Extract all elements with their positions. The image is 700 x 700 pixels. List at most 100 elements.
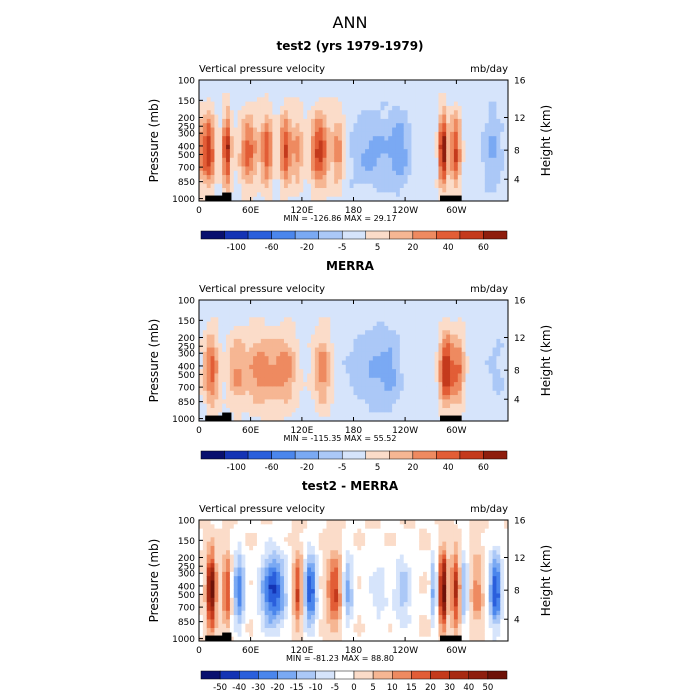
field-cell: [291, 110, 296, 115]
field-cell: [434, 157, 439, 163]
field-cell: [380, 330, 385, 335]
field-cell: [322, 300, 327, 305]
field-cell: [430, 330, 436, 335]
field-cell: [469, 338, 474, 344]
field-cell: [392, 114, 397, 120]
field-cell: [280, 97, 285, 103]
field-cell: [226, 105, 231, 111]
field-cell: [411, 334, 416, 340]
field-cell: [229, 628, 235, 633]
field-cell: [357, 382, 362, 387]
field-cell: [229, 541, 235, 547]
field-cell: [376, 170, 381, 176]
field-cell: [222, 343, 227, 348]
field-cell: [450, 170, 455, 176]
field-cell: [488, 114, 493, 120]
field-cell: [430, 347, 436, 353]
field-cell: [268, 110, 273, 115]
field-cell: [202, 304, 208, 310]
field-cell: [453, 84, 459, 90]
field-cell: [226, 541, 231, 547]
field-cell: [322, 123, 327, 128]
field-cell: [365, 300, 370, 305]
field-cell: [353, 360, 358, 366]
field-cell: [457, 144, 463, 150]
field-cell: [206, 382, 211, 387]
y-tick-label: 500: [178, 151, 195, 161]
field-cell: [380, 92, 385, 98]
field-cell: [268, 408, 273, 413]
field-cell: [426, 127, 432, 133]
field-cell: [272, 382, 277, 387]
field-cell: [214, 317, 219, 323]
field-cell: [388, 123, 393, 128]
field-cell: [423, 166, 428, 172]
field-cell: [376, 105, 381, 111]
field-cell: [253, 395, 258, 400]
field-cell: [345, 123, 351, 128]
field-cell: [450, 166, 455, 172]
field-cell: [392, 192, 397, 198]
field-cell: [334, 136, 339, 141]
field-cell: [465, 149, 470, 154]
field-cell: [426, 88, 432, 94]
field-cell: [229, 537, 235, 543]
field-cell: [423, 179, 428, 185]
field-cell: [330, 403, 335, 409]
field-cell: [318, 123, 323, 128]
field-cell: [477, 88, 482, 94]
field-cell: [368, 300, 374, 305]
field-cell: [260, 360, 266, 366]
field-cell: [388, 373, 393, 379]
field-cell: [461, 343, 466, 348]
field-cell: [376, 408, 381, 413]
field-cell: [341, 127, 347, 133]
field-cell: [384, 343, 389, 348]
field-cell: [303, 136, 308, 141]
field-cell: [214, 131, 219, 137]
field-cell: [504, 334, 509, 340]
field-cell: [395, 188, 401, 193]
field-cell: [477, 395, 482, 400]
x-tick-label: 180: [345, 206, 362, 216]
field-cell: [368, 84, 374, 90]
units-label: mb/day: [470, 504, 508, 515]
field-cell: [206, 364, 211, 370]
field-cell: [453, 192, 459, 198]
field-cell: [349, 395, 354, 400]
field-cell: [237, 144, 242, 150]
field-cell: [303, 334, 308, 340]
field-cell: [338, 153, 343, 159]
field-cell: [403, 84, 408, 90]
field-cell: [307, 325, 312, 331]
field-cell: [260, 149, 266, 154]
field-cell: [268, 334, 273, 340]
field-cell: [326, 144, 331, 150]
field-cell: [457, 317, 463, 323]
field-cell: [229, 334, 235, 340]
field-cell: [380, 80, 385, 85]
field-cell: [264, 360, 269, 366]
field-cell: [241, 550, 246, 555]
field-cell: [380, 373, 385, 379]
field-cell: [202, 166, 208, 172]
field-cell: [423, 88, 428, 94]
field-cell: [419, 390, 424, 396]
field-cell: [229, 636, 235, 642]
field-cell: [457, 351, 463, 357]
field-cell: [245, 114, 250, 120]
field-cell: [500, 343, 505, 348]
field-cell: [202, 101, 208, 107]
field-cell: [380, 386, 385, 392]
field-cell: [218, 615, 223, 620]
field-cell: [268, 92, 273, 98]
field-cell: [423, 153, 428, 159]
field-cell: [322, 390, 327, 396]
field-cell: [426, 136, 432, 141]
field-cell: [303, 144, 308, 150]
field-cell: [233, 584, 239, 590]
field-cell: [341, 136, 347, 141]
field-cell: [349, 105, 354, 111]
field-cell: [453, 105, 459, 111]
field-cell: [388, 183, 393, 189]
